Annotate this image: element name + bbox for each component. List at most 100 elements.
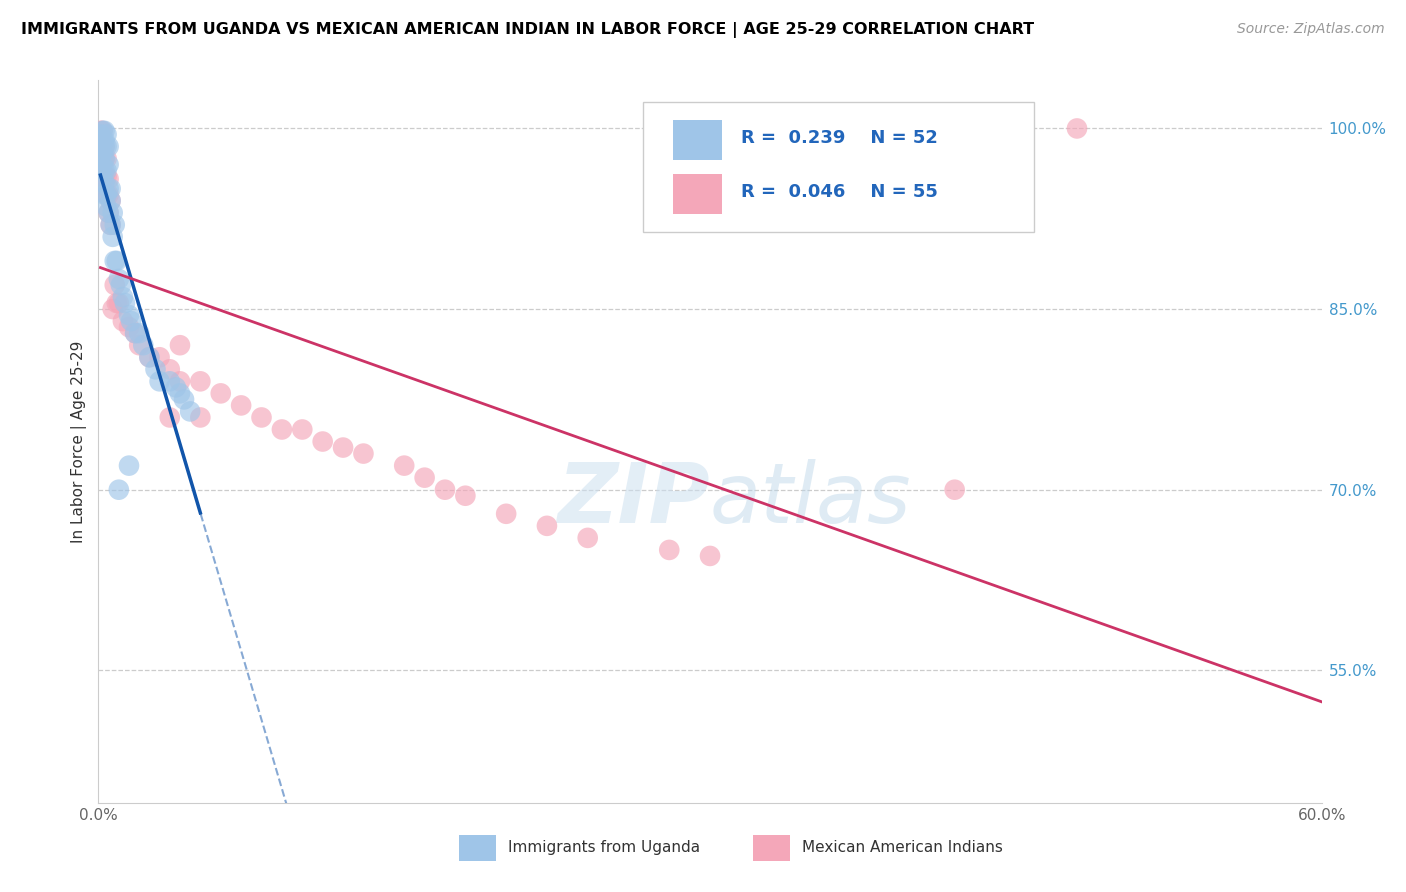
- Point: [91, 169, 114, 184]
- Point: [145, 362, 167, 376]
- Point: [179, 404, 201, 418]
- Point: [159, 375, 181, 389]
- Point: [699, 549, 721, 563]
- Point: [111, 290, 134, 304]
- Point: [101, 205, 124, 219]
- Point: [97, 139, 120, 153]
- Point: [96, 163, 118, 178]
- Point: [91, 152, 114, 166]
- Point: [105, 254, 128, 268]
- Point: [124, 326, 146, 341]
- Point: [96, 128, 118, 142]
- Point: [91, 139, 114, 153]
- Point: [312, 434, 335, 449]
- Point: [495, 507, 517, 521]
- Point: [97, 205, 120, 219]
- Point: [108, 272, 131, 286]
- Point: [91, 124, 114, 138]
- Point: [169, 338, 191, 352]
- Point: [104, 278, 127, 293]
- Point: [89, 124, 111, 138]
- Point: [93, 152, 115, 166]
- Point: [332, 441, 354, 455]
- Point: [89, 152, 111, 166]
- Point: [120, 314, 142, 328]
- Point: [188, 375, 212, 389]
- Point: [93, 176, 115, 190]
- Point: [188, 410, 212, 425]
- Point: [658, 542, 681, 557]
- Point: [413, 471, 436, 485]
- Point: [93, 169, 115, 184]
- Point: [89, 158, 111, 172]
- Point: [159, 362, 181, 376]
- Point: [291, 423, 314, 437]
- Point: [100, 194, 122, 208]
- Point: [165, 380, 187, 394]
- Point: [114, 296, 136, 310]
- Point: [101, 301, 124, 317]
- Point: [169, 375, 191, 389]
- Point: [105, 296, 128, 310]
- Point: [97, 187, 120, 202]
- Point: [124, 326, 146, 341]
- Text: ZIP: ZIP: [557, 458, 710, 540]
- Point: [93, 187, 115, 202]
- Point: [93, 152, 115, 166]
- Point: [97, 158, 120, 172]
- Point: [93, 163, 115, 178]
- Point: [101, 230, 124, 244]
- Point: [128, 326, 150, 341]
- Point: [100, 194, 122, 208]
- Point: [159, 410, 181, 425]
- Point: [118, 458, 141, 473]
- Point: [128, 338, 150, 352]
- Point: [97, 172, 120, 186]
- Point: [943, 483, 966, 497]
- Text: R =  0.046    N = 55: R = 0.046 N = 55: [741, 183, 938, 202]
- Text: Mexican American Indians: Mexican American Indians: [801, 840, 1002, 855]
- Point: [118, 308, 141, 322]
- Point: [89, 163, 111, 178]
- Point: [454, 489, 477, 503]
- Point: [96, 187, 118, 202]
- FancyBboxPatch shape: [673, 120, 723, 160]
- Point: [96, 169, 118, 184]
- Point: [104, 218, 127, 232]
- Point: [91, 158, 114, 172]
- Text: Immigrants from Uganda: Immigrants from Uganda: [508, 840, 700, 855]
- Point: [434, 483, 457, 497]
- Point: [89, 128, 111, 142]
- Point: [93, 139, 115, 153]
- Point: [89, 133, 111, 147]
- Point: [270, 423, 294, 437]
- Point: [231, 398, 253, 412]
- Point: [97, 182, 120, 196]
- Point: [89, 145, 111, 160]
- Point: [536, 519, 558, 533]
- Y-axis label: In Labor Force | Age 25-29: In Labor Force | Age 25-29: [72, 341, 87, 542]
- Point: [93, 124, 115, 138]
- Point: [576, 531, 599, 545]
- Point: [209, 386, 232, 401]
- Point: [108, 483, 131, 497]
- Text: Source: ZipAtlas.com: Source: ZipAtlas.com: [1237, 22, 1385, 37]
- Point: [91, 163, 114, 178]
- Point: [93, 133, 115, 147]
- FancyBboxPatch shape: [643, 102, 1035, 232]
- Point: [96, 187, 118, 202]
- Point: [149, 375, 172, 389]
- FancyBboxPatch shape: [460, 835, 496, 861]
- Point: [89, 139, 111, 153]
- Text: IMMIGRANTS FROM UGANDA VS MEXICAN AMERICAN INDIAN IN LABOR FORCE | AGE 25-29 COR: IMMIGRANTS FROM UGANDA VS MEXICAN AMERIC…: [21, 22, 1035, 38]
- Point: [169, 386, 191, 401]
- Point: [100, 218, 122, 232]
- Point: [1066, 121, 1088, 136]
- Point: [392, 458, 416, 473]
- Point: [91, 133, 114, 147]
- Point: [108, 296, 131, 310]
- Point: [132, 338, 155, 352]
- Point: [91, 145, 114, 160]
- FancyBboxPatch shape: [673, 174, 723, 214]
- Point: [93, 139, 115, 153]
